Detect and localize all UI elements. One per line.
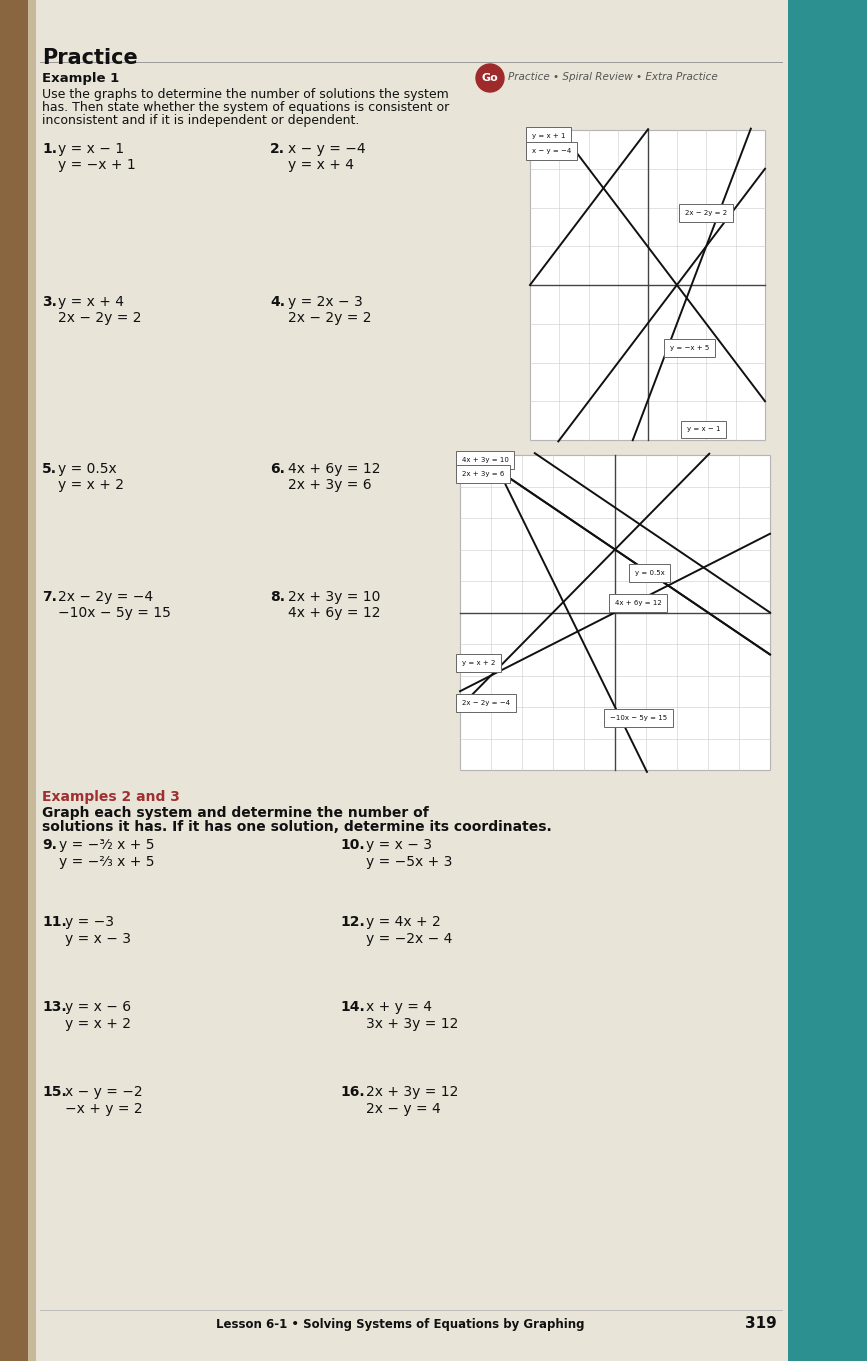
Text: −x + y = 2: −x + y = 2	[65, 1102, 143, 1116]
Text: 16.: 16.	[340, 1085, 365, 1098]
Text: −10x − 5y = 15: −10x − 5y = 15	[58, 606, 171, 621]
Text: 6.: 6.	[270, 461, 285, 476]
Text: y = −x + 5: y = −x + 5	[670, 344, 709, 351]
Text: 2.: 2.	[270, 142, 285, 157]
Text: y = −³⁄₂ x + 5: y = −³⁄₂ x + 5	[59, 838, 154, 852]
Text: 9.: 9.	[42, 838, 57, 852]
Text: y = x − 3: y = x − 3	[65, 932, 131, 946]
Text: −10x − 5y = 15: −10x − 5y = 15	[610, 715, 667, 721]
Text: 15.: 15.	[42, 1085, 67, 1098]
Text: 2x − 2y = −4: 2x − 2y = −4	[58, 591, 153, 604]
Text: Graph each system and determine the number of: Graph each system and determine the numb…	[42, 806, 429, 819]
Text: 4x + 6y = 12: 4x + 6y = 12	[615, 600, 662, 606]
Text: y = x + 2: y = x + 2	[58, 478, 124, 491]
Text: 3.: 3.	[42, 295, 57, 309]
Text: 12.: 12.	[340, 915, 365, 930]
Text: Lesson 6-1 • Solving Systems of Equations by Graphing: Lesson 6-1 • Solving Systems of Equation…	[216, 1317, 584, 1331]
Text: 8.: 8.	[270, 591, 285, 604]
Text: has. Then state whether the system of equations is consistent or: has. Then state whether the system of eq…	[42, 101, 449, 114]
Text: 4.: 4.	[270, 295, 285, 309]
Text: Examples 2 and 3: Examples 2 and 3	[42, 789, 179, 804]
Bar	[460, 455, 770, 770]
Text: y = x + 2: y = x + 2	[65, 1017, 131, 1032]
Text: Go: Go	[482, 73, 499, 83]
Text: solutions it has. If it has one solution, determine its coordinates.: solutions it has. If it has one solution…	[42, 819, 551, 834]
Circle shape	[476, 64, 504, 93]
Text: y = x + 1: y = x + 1	[532, 133, 565, 139]
Text: 2x − y = 4: 2x − y = 4	[366, 1102, 440, 1116]
Text: y = −²⁄₃ x + 5: y = −²⁄₃ x + 5	[59, 855, 154, 870]
Text: y = 0.5x: y = 0.5x	[635, 570, 665, 576]
Text: Use the graphs to determine the number of solutions the system: Use the graphs to determine the number o…	[42, 88, 449, 101]
Text: inconsistent and if it is independent or dependent.: inconsistent and if it is independent or…	[42, 114, 360, 127]
Text: 2x + 3y = 10: 2x + 3y = 10	[288, 591, 381, 604]
Text: y = x + 2: y = x + 2	[462, 660, 495, 666]
Text: 4x + 6y = 12: 4x + 6y = 12	[288, 461, 381, 476]
Text: 2x − 2y = 2: 2x − 2y = 2	[288, 312, 371, 325]
Text: 4x + 6y = 12: 4x + 6y = 12	[288, 606, 381, 621]
Text: 2x + 3y = 6: 2x + 3y = 6	[462, 471, 505, 476]
Text: y = −2x − 4: y = −2x − 4	[366, 932, 453, 946]
Text: x + y = 4: x + y = 4	[366, 1000, 432, 1014]
Text: 7.: 7.	[42, 591, 57, 604]
Text: 319: 319	[745, 1316, 777, 1331]
Text: x − y = −4: x − y = −4	[288, 142, 366, 157]
Text: y = x − 3: y = x − 3	[366, 838, 432, 852]
Text: x − y = −2: x − y = −2	[65, 1085, 143, 1098]
Text: y = −x + 1: y = −x + 1	[58, 158, 136, 171]
Text: y = x + 4: y = x + 4	[288, 158, 354, 171]
Text: y = −5x + 3: y = −5x + 3	[366, 855, 453, 870]
Text: y = −3: y = −3	[65, 915, 114, 930]
Text: 11.: 11.	[42, 915, 67, 930]
Text: 5.: 5.	[42, 461, 57, 476]
Text: 14.: 14.	[340, 1000, 365, 1014]
Polygon shape	[30, 0, 790, 1361]
Bar	[530, 131, 765, 440]
Text: 2x − 2y = −4: 2x − 2y = −4	[462, 700, 510, 706]
Text: y = x + 4: y = x + 4	[58, 295, 124, 309]
Text: y = x − 1: y = x − 1	[58, 142, 124, 157]
Text: 2x − 2y = 2: 2x − 2y = 2	[58, 312, 141, 325]
Text: 1.: 1.	[42, 142, 57, 157]
Bar	[28, 0, 36, 1361]
Text: 2x − 2y = 2: 2x − 2y = 2	[685, 210, 727, 216]
Text: y = 0.5x: y = 0.5x	[58, 461, 117, 476]
Text: y = x − 1: y = x − 1	[687, 426, 720, 433]
Text: Example 1: Example 1	[42, 72, 120, 84]
Text: 10.: 10.	[340, 838, 365, 852]
Text: 2x + 3y = 12: 2x + 3y = 12	[366, 1085, 459, 1098]
Text: 3x + 3y = 12: 3x + 3y = 12	[366, 1017, 459, 1032]
Text: y = x − 6: y = x − 6	[65, 1000, 131, 1014]
Text: Practice • Spiral Review • Extra Practice: Practice • Spiral Review • Extra Practic…	[508, 72, 718, 82]
Text: 4x + 3y = 10: 4x + 3y = 10	[462, 457, 509, 463]
Text: 2x + 3y = 6: 2x + 3y = 6	[288, 478, 372, 491]
Text: y = 2x − 3: y = 2x − 3	[288, 295, 362, 309]
Polygon shape	[788, 0, 867, 1361]
Text: y = 4x + 2: y = 4x + 2	[366, 915, 440, 930]
Text: x − y = −4: x − y = −4	[532, 148, 571, 154]
Text: 13.: 13.	[42, 1000, 67, 1014]
Text: Practice: Practice	[42, 48, 138, 68]
